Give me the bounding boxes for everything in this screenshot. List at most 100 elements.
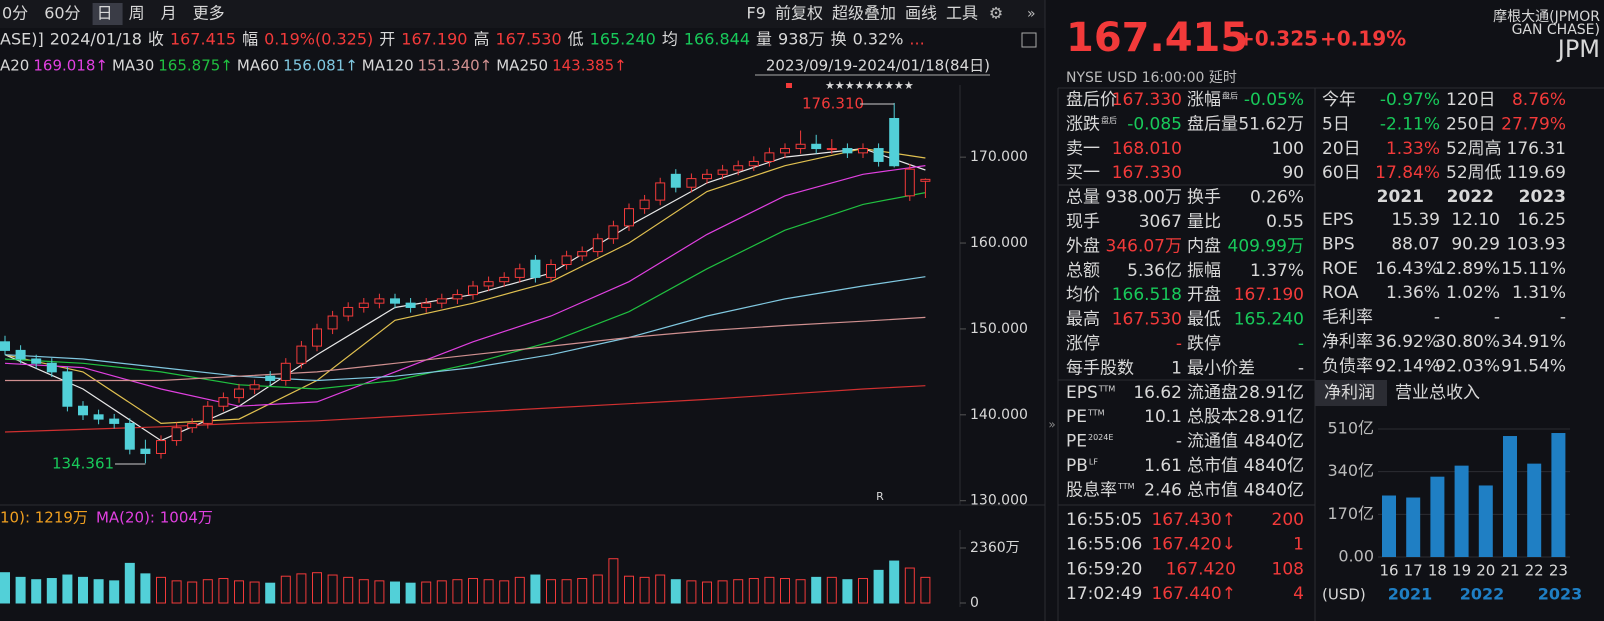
trade-volume: 200: [1272, 510, 1304, 530]
volume-bar: [546, 579, 556, 604]
candle-body: [639, 199, 650, 210]
trade-price: 167.430↑: [1151, 510, 1236, 530]
tab[interactable]: 营业总收入: [1395, 383, 1480, 403]
volume-bar: [358, 579, 369, 604]
toolbar-button[interactable]: 超级叠加: [832, 4, 896, 23]
volume-bar: [78, 576, 88, 604]
quote-label: 总量: [1066, 188, 1100, 208]
x-tick-label: 18: [1428, 562, 1447, 580]
volume-bar: [202, 579, 213, 604]
ma-line: [4, 276, 926, 382]
quote-label: 开盘: [1187, 285, 1221, 305]
year-label: 2023: [1538, 585, 1583, 604]
bar: [1382, 495, 1396, 557]
volume-bar: [187, 581, 198, 604]
fin-label: 毛利率: [1322, 308, 1373, 328]
toolbar-button[interactable]: 周: [129, 4, 145, 23]
toolbar-button[interactable]: 月: [161, 4, 177, 23]
volume-bar: [717, 580, 728, 604]
ma-line: [4, 147, 926, 425]
volume-bar: [608, 558, 619, 604]
info-item: 高: [473, 30, 489, 49]
candle-body: [655, 182, 666, 201]
volume-bar: [655, 574, 666, 604]
quote-value: 176.31: [1507, 139, 1566, 159]
candle-body: [499, 276, 510, 283]
quote-value: 409.99万: [1228, 236, 1304, 256]
quote-label: 流通值: [1187, 432, 1238, 452]
bar: [1551, 433, 1566, 557]
info-item: 167.190: [401, 30, 467, 49]
candle-body: [780, 148, 790, 154]
volume-bar: [702, 581, 712, 604]
candle-body: [904, 168, 915, 197]
ma-legend: MA120: [362, 57, 414, 75]
volume-bar: [920, 576, 931, 604]
volume-bar: [889, 560, 900, 604]
volume-legend: 10): 1219万: [0, 509, 88, 527]
gear-icon[interactable]: ⚙: [989, 4, 1003, 23]
volume-bar: [140, 573, 151, 604]
more-arrow[interactable]: »: [1027, 6, 1036, 22]
quote-sup: 盘后: [1101, 115, 1117, 125]
candle-body: [374, 298, 385, 304]
ticker: JPM: [1556, 35, 1600, 63]
candle-body: [343, 306, 354, 317]
info-item: 开: [379, 30, 395, 49]
event-stars[interactable]: ★★★★★★★★★: [825, 79, 914, 92]
toolbar-button[interactable]: 更多: [193, 4, 225, 23]
layout-icon[interactable]: [1021, 32, 1037, 48]
fin-year: 2021: [1377, 187, 1424, 207]
info-item: 167.415: [170, 30, 236, 49]
quote-label: 量比: [1187, 212, 1221, 232]
candle-body: [624, 208, 634, 227]
quote-label: 盘后价: [1066, 90, 1117, 110]
v-tick-label: 2360万: [970, 540, 1020, 556]
toolbar-button[interactable]: F9: [747, 4, 766, 23]
candle-body: [187, 422, 198, 429]
quote-value: 5.36亿: [1127, 261, 1182, 281]
fin-value: 36.92%: [1375, 332, 1440, 352]
quote-label: 跌停: [1187, 334, 1221, 354]
fin-label: ROE: [1322, 259, 1358, 279]
x-tick-label: 19: [1452, 562, 1471, 580]
volume-bar: [561, 579, 572, 604]
quote-label: 120日: [1446, 90, 1495, 110]
x-tick-label: 17: [1404, 562, 1423, 580]
ma-legend: 143.385↑: [552, 57, 627, 75]
candle-body: [889, 117, 900, 167]
quote-label: 每手股数: [1066, 358, 1134, 378]
fin-value: 30.80%: [1435, 332, 1500, 352]
candle-body: [31, 358, 42, 364]
toolbar-button[interactable]: 60分: [44, 4, 80, 23]
v-tick-label: 0: [970, 595, 979, 611]
toolbar-button[interactable]: 日: [97, 4, 113, 23]
volume-bar: [31, 579, 42, 604]
quote-value: 2.46: [1144, 480, 1182, 500]
quote-value: 17.84%: [1375, 163, 1440, 183]
toolbar-button[interactable]: 0分: [2, 4, 28, 23]
candle-body: [405, 302, 416, 308]
quote-value: -: [1298, 334, 1304, 354]
volume-bar: [733, 579, 744, 604]
volume-bar: [436, 580, 447, 604]
trade-price: 167.420: [1166, 559, 1236, 579]
quote-sup: TTM: [1087, 409, 1105, 418]
fin-label: EPS: [1322, 210, 1354, 230]
candle-body: [202, 405, 213, 424]
bar: [1478, 485, 1493, 557]
toolbar-button[interactable]: 工具: [946, 4, 978, 23]
ma-legend: 165.875↑: [158, 57, 233, 75]
fin-value: 103.93: [1507, 234, 1566, 254]
market-info: NYSE USD 16:00:00 延时: [1066, 70, 1237, 86]
collapse-arrow[interactable]: »: [1048, 418, 1055, 432]
quote-value: -: [1298, 358, 1304, 378]
toolbar-button[interactable]: 画线: [905, 4, 937, 23]
quote-label: 今年: [1322, 90, 1356, 110]
toolbar-button[interactable]: 前复权: [775, 4, 823, 23]
tab[interactable]: 净利润: [1324, 383, 1375, 403]
fin-value: 88.07: [1391, 234, 1440, 254]
y-tick-label: 0.00: [1338, 547, 1374, 566]
candle-body: [421, 302, 432, 308]
